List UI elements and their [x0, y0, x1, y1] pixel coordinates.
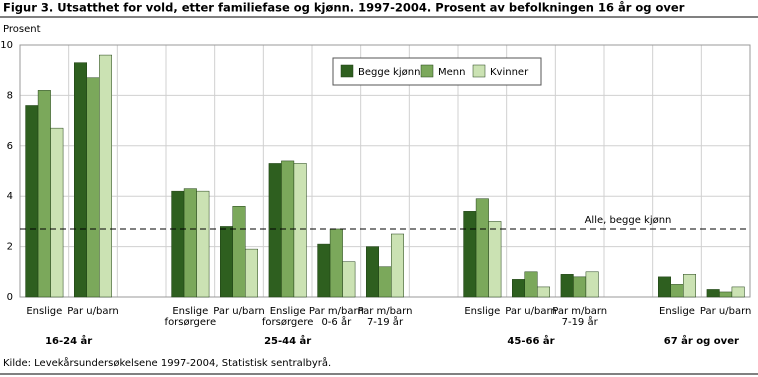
x-tick-label: Enslige forsørgere [165, 306, 217, 328]
bar [99, 54, 112, 298]
bar [560, 274, 574, 298]
bar [463, 211, 477, 298]
group-label: 45-66 år [507, 334, 554, 347]
bar [183, 188, 197, 298]
bar [50, 127, 64, 298]
bar [706, 289, 720, 298]
bar [731, 286, 745, 298]
reference-label: Alle, begge kjønn [585, 215, 672, 226]
y-tick-label: 0 [7, 292, 13, 303]
bar [37, 90, 51, 298]
bar [25, 105, 39, 298]
chart-title: Figur 3. Utsatthet for vold, etter famil… [3, 1, 685, 15]
bar [171, 190, 185, 298]
y-tick-label: 8 [7, 90, 13, 101]
y-tick-label: 6 [7, 141, 13, 152]
bar [524, 271, 538, 298]
bar [378, 266, 392, 298]
bar [342, 261, 356, 298]
x-tick-label: Enslige forsørgere [262, 306, 314, 328]
legend-label: Kvinner [490, 67, 529, 78]
group-label: 25-44 år [264, 334, 311, 347]
bar [512, 279, 525, 298]
x-tick-label: Enslige [659, 306, 695, 317]
legend-label: Menn [438, 67, 465, 78]
bar [317, 243, 331, 298]
legend-swatch [472, 64, 486, 78]
legend-swatch [420, 64, 434, 78]
bar [391, 233, 404, 298]
legend-label: Begge kjønn [358, 67, 420, 78]
bar [268, 163, 282, 298]
legend-box [332, 57, 542, 86]
x-tick-label: Enslige [464, 306, 500, 317]
bar [74, 62, 87, 298]
bar [293, 163, 307, 298]
group-label: 16-24 år [45, 334, 92, 347]
bar [585, 271, 599, 298]
bar [329, 228, 343, 298]
x-tick-label: Par u/barn [213, 306, 264, 317]
bar [366, 246, 379, 298]
y-tick-label: 2 [7, 242, 13, 253]
y-tick-label: 10 [0, 40, 13, 51]
x-tick-label: Enslige [26, 306, 62, 317]
bar [537, 286, 550, 298]
bar [475, 198, 489, 298]
y-tick-label: 4 [7, 191, 13, 202]
bar [232, 206, 246, 298]
bar [719, 291, 733, 298]
x-tick-label: Par m/barn 7-19 år [358, 306, 413, 328]
y-axis-label: Prosent [3, 24, 41, 35]
bar [683, 274, 696, 298]
group-label: 67 år og over [664, 334, 739, 347]
bar [86, 77, 100, 298]
bar [670, 284, 684, 298]
x-tick-label: Par u/barn [505, 306, 556, 317]
x-tick-label: Par u/barn [67, 306, 118, 317]
bar [573, 276, 587, 298]
source: Kilde: Levekårsundersøkelsene 1997-2004,… [3, 356, 331, 369]
bar [488, 221, 502, 298]
bar [658, 276, 671, 298]
bar [220, 226, 233, 298]
x-tick-label: Par m/barn 7-19 år [552, 306, 607, 328]
bar [196, 190, 210, 298]
x-tick-label: Par m/barn 0-6 år [309, 306, 364, 328]
x-tick-label: Par u/barn [700, 306, 751, 317]
legend-swatch [340, 64, 354, 78]
bar [245, 248, 258, 298]
